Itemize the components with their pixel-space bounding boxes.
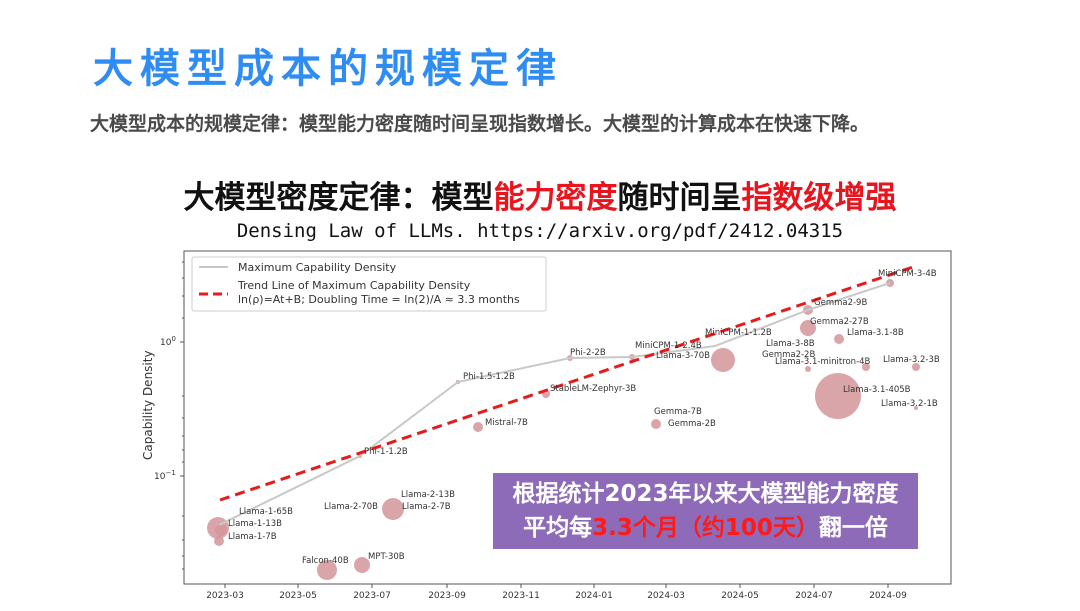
svg-text:Llama-1-7B: Llama-1-7B [228, 532, 277, 542]
bubble-llama-2-70b [382, 498, 404, 520]
svg-text:Phi-1-1.2B: Phi-1-1.2B [364, 447, 408, 457]
x-tick-label: 2024-09 [869, 591, 907, 601]
svg-text:Gemma-7B: Gemma-7B [654, 407, 702, 417]
svg-text:MiniCPM-1-2.4B: MiniCPM-1-2.4B [635, 341, 702, 351]
x-tick-label: 2023-07 [353, 591, 391, 601]
bubble-falcon-40b [317, 560, 337, 580]
x-tick-label: 2024-07 [795, 591, 833, 601]
svg-text:Gemma2-2B: Gemma2-2B [762, 350, 815, 360]
slide-subtitle: 大模型成本的规模定律：模型能力密度随时间呈现指数增长。大模型的计算成本在快速下降… [90, 113, 870, 135]
svg-text:Gemma-2B: Gemma-2B [668, 419, 716, 429]
y-ticks [180, 261, 184, 570]
bubble-minitron [862, 363, 870, 371]
figure-heading: 大模型密度定律：模型能力密度随时间呈指数级增强 [0, 172, 1080, 217]
x-tick-label: 2023-03 [206, 591, 244, 601]
legend-entry-trend: Trend Line of Maximum Capability Density [237, 279, 471, 292]
svg-text:Llama-2-70B: Llama-2-70B [324, 502, 378, 512]
annotation-line1: 根据统计2023年以来大模型能力密度 [512, 481, 899, 507]
y-axis-label: Capability Density [141, 350, 155, 460]
svg-text:MPT-30B: MPT-30B [368, 552, 405, 562]
legend-entry-formula: ln(ρ)=At+B; Doubling Time = ln(2)/A ≈ 3.… [238, 293, 520, 306]
svg-text:StableLM-Zephyr-3B: StableLM-Zephyr-3B [550, 384, 636, 394]
annotation-suffix: 翻一倍 [818, 515, 888, 541]
model-bubbles [207, 279, 920, 580]
x-tick-label: 2024-05 [721, 591, 759, 601]
chart-legend: Maximum Capability Density Trend Line of… [191, 256, 547, 312]
svg-text:Llama-3.2-1B: Llama-3.2-1B [881, 399, 938, 409]
svg-text:Llama-3-70B: Llama-3-70B [656, 351, 710, 361]
trend-line [219, 264, 917, 502]
annotation-prefix: 平均每 [523, 515, 593, 541]
bubble-gemma-2b [651, 419, 661, 429]
bubble-llama-3-70b [711, 348, 735, 372]
bubble-llama-3-1-8b [834, 334, 844, 344]
svg-text:Falcon-40B: Falcon-40B [302, 556, 349, 566]
svg-text:Llama-3.1-405B: Llama-3.1-405B [843, 385, 911, 395]
x-tick-label: 2023-05 [279, 591, 317, 601]
annotation-box: 根据统计2023年以来大模型能力密度 平均每3.3个月（约100天）翻一倍 [493, 473, 918, 549]
bubble-llama-1-7b [214, 536, 224, 546]
x-ticks [224, 584, 889, 588]
svg-text:Phi-2-2B: Phi-2-2B [570, 348, 606, 358]
svg-text:Llama-3.1-minitron-4B: Llama-3.1-minitron-4B [775, 357, 871, 367]
svg-text:Llama-1-65B: Llama-1-65B [239, 507, 293, 517]
y-tick-labels: 100 10−1 [154, 335, 176, 482]
x-tick-label: 2024-03 [647, 591, 685, 601]
svg-text:Gemma2-27B: Gemma2-27B [810, 317, 869, 327]
bubble-llama-3-2-3b [912, 363, 920, 371]
heading-highlight-1: 能力密度 [493, 180, 618, 216]
bubble-mistral-7b [473, 422, 483, 432]
heading-highlight-2: 指数级增强 [741, 180, 897, 216]
svg-text:Gemma2-9B: Gemma2-9B [814, 298, 867, 308]
svg-text:Mistral-7B: Mistral-7B [485, 418, 528, 428]
y-tick-1e0: 100 [160, 335, 176, 348]
legend-entry-max: Maximum Capability Density [238, 261, 397, 274]
svg-text:Llama-2-13B: Llama-2-13B [401, 490, 455, 500]
max-density-line [218, 282, 891, 526]
bubble-gemma2-27b [800, 320, 816, 336]
heading-part1: 大模型密度定律：模型 [183, 180, 494, 216]
bubble-llama-1-13b [215, 524, 227, 536]
svg-text:Phi-1.5-1.2B: Phi-1.5-1.2B [463, 372, 515, 382]
svg-text:Llama-1-13B: Llama-1-13B [228, 519, 282, 529]
heading-part2: 随时间呈 [617, 180, 742, 216]
svg-text:Llama-2-7B: Llama-2-7B [402, 502, 451, 512]
point-labels: Llama-1-65B Llama-1-13B Llama-1-7B Falco… [228, 269, 940, 566]
x-tick-labels: 2023-03 2023-05 2023-07 2023-09 2023-11 … [206, 591, 907, 601]
bubble-llama-3-1-405b [815, 373, 861, 419]
y-tick-1e-1: 10−1 [154, 469, 176, 482]
bubble-mpt-30b [354, 557, 370, 573]
annotation-highlight: 3.3个月（约100天） [592, 515, 819, 541]
figure-citation: Densing Law of LLMs. https://arxiv.org/p… [236, 220, 844, 242]
svg-text:MiniCPM-3-4B: MiniCPM-3-4B [878, 269, 937, 279]
x-tick-label: 2023-09 [428, 591, 466, 601]
bubble-llama-3-2-1b [914, 406, 918, 410]
bubble-gemma2-2b [805, 366, 811, 372]
x-tick-label: 2023-11 [502, 591, 540, 601]
annotation-line2: 平均每3.3个月（约100天）翻一倍 [493, 511, 918, 545]
x-tick-label: 2024-01 [575, 591, 613, 601]
svg-text:Llama-3.1-8B: Llama-3.1-8B [847, 328, 904, 338]
slide-title: 大模型成本的规模定律 [93, 46, 563, 92]
svg-text:Llama-3.2-3B: Llama-3.2-3B [883, 355, 940, 365]
svg-text:MiniCPM-1-1.2B: MiniCPM-1-1.2B [705, 328, 772, 338]
svg-text:Llama-3-8B: Llama-3-8B [766, 339, 815, 349]
